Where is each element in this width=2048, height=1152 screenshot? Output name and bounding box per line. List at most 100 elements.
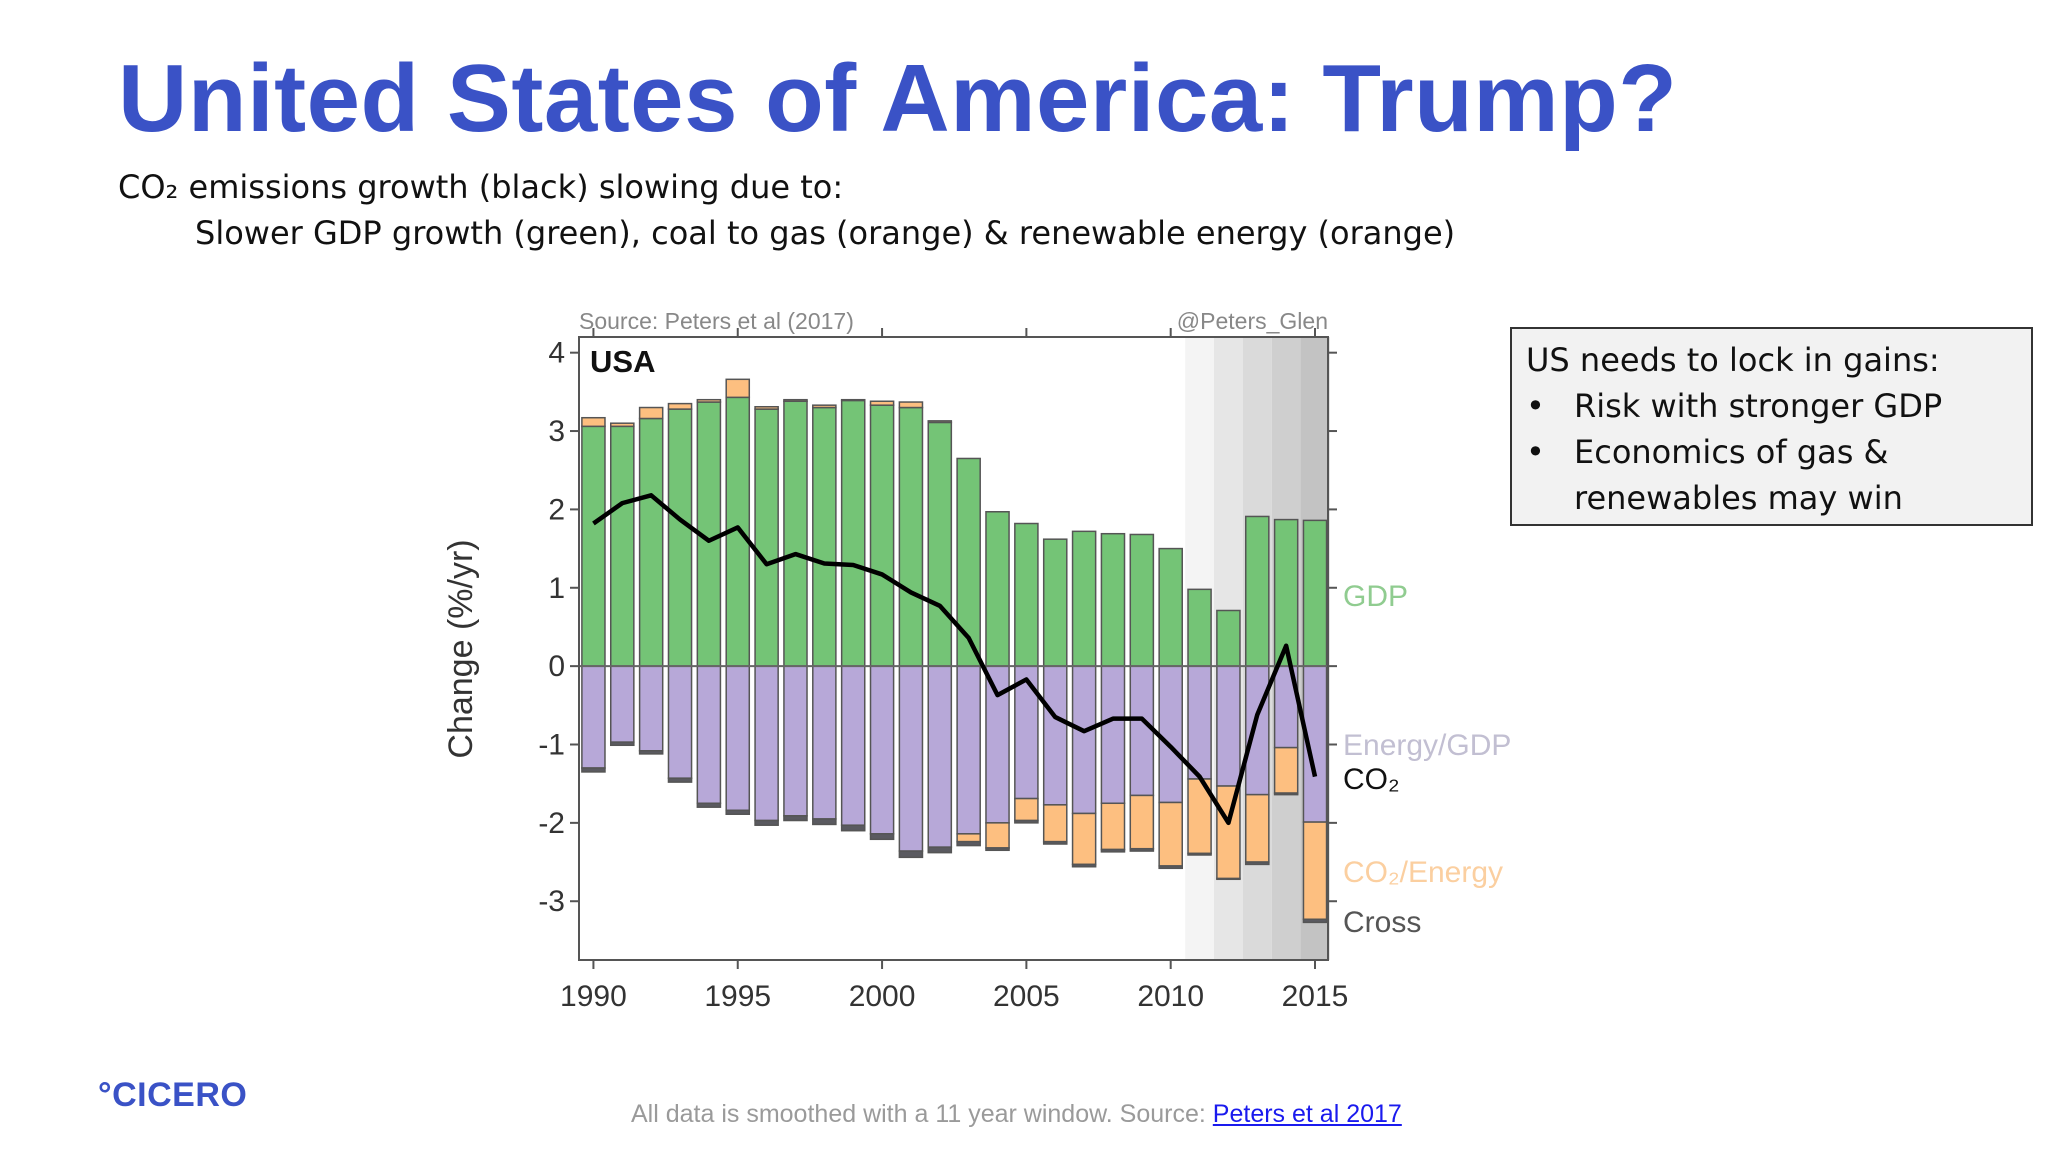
energy-gdp-bar [840, 665, 866, 826]
energy-gdp-bar [696, 665, 722, 805]
y-tick-label: -1 [538, 728, 565, 761]
y-axis-label: Change (%/yr) [442, 539, 480, 758]
co2-energy-bar [1100, 802, 1126, 851]
energy-gdp-bar [927, 665, 953, 848]
energy-gdp-bar [667, 665, 693, 779]
co2-energy-bar [1158, 801, 1183, 867]
cross-bar [1100, 848, 1126, 853]
gdp-bar [667, 408, 693, 667]
gdp-bar [1187, 588, 1212, 667]
gdp-bar [581, 425, 606, 667]
energy-gdp-bar [1244, 665, 1270, 796]
energy-gdp-bar [1071, 665, 1097, 815]
co2-energy-bar [696, 398, 722, 403]
gdp-bar [1100, 532, 1126, 667]
cross-bar [1158, 865, 1183, 870]
co2-energy-bar [1302, 821, 1328, 921]
y-tick-label: 0 [548, 650, 565, 683]
gdp-bar [754, 408, 779, 667]
cross-bar [1302, 918, 1328, 924]
co2-energy-bar [667, 402, 693, 410]
co2-energy-bar [725, 378, 751, 399]
cross-bar [1071, 863, 1097, 868]
gdp-bar [1302, 519, 1328, 667]
gdp-bar [869, 404, 895, 667]
gdp-bar [1071, 530, 1097, 667]
y-tick-label: -2 [538, 807, 565, 840]
cross-bar [956, 840, 981, 847]
cross-bar [927, 846, 953, 854]
y-tick-label: -3 [538, 885, 565, 918]
energy-gdp-bar [725, 665, 751, 812]
co2-energy-bar [1129, 794, 1155, 850]
co2-energy-bar [898, 401, 924, 409]
energy-gdp-bar [609, 665, 635, 743]
co2-energy-bar [985, 822, 1010, 849]
gdp-bar [1158, 547, 1183, 667]
subtitle-line-1: CO₂ emissions growth (black) slowing due… [118, 168, 844, 206]
gdp-bar [1042, 538, 1068, 667]
gdp-bar [609, 425, 635, 667]
cross-bar [638, 750, 664, 755]
gdp-bar [898, 406, 924, 667]
cross-bar [581, 767, 606, 773]
legend-label: Energy/GDP [1343, 729, 1511, 762]
energy-gdp-bar [754, 665, 779, 822]
gdp-bar [927, 421, 953, 667]
callout-bullet-text: Economics of gas & renewables may win [1574, 433, 1903, 517]
source-link[interactable]: Peters et al 2017 [1212, 1100, 1402, 1128]
gdp-bar [1216, 609, 1241, 667]
co2-energy-bar [1014, 797, 1039, 822]
credit-label: @Peters_Glen [1177, 308, 1328, 334]
legend-label: CO₂ [1343, 763, 1400, 796]
cross-bar [1216, 877, 1241, 881]
energy-gdp-bar [898, 665, 924, 852]
cross-bar [609, 741, 635, 747]
energy-gdp-bar [1042, 665, 1068, 806]
cross-bar [1014, 819, 1039, 824]
cross-bar [696, 802, 722, 808]
energy-gdp-bar [1216, 665, 1241, 787]
cross-bar [1273, 792, 1299, 796]
callout-box: US needs to lock in gains: • Risk with st… [1510, 327, 2033, 526]
cross-bar [869, 833, 895, 841]
subtitle-line-2: Slower GDP growth (green), coal to gas (… [195, 214, 1456, 252]
legend-label: GDP [1343, 580, 1408, 613]
energy-gdp-bar [1187, 665, 1212, 780]
co2-energy-bar [812, 404, 837, 409]
panel-label: USA [590, 344, 655, 379]
co2-energy-bar [840, 398, 866, 402]
energy-gdp-bar [581, 665, 606, 769]
y-tick-label: 1 [548, 572, 565, 605]
cross-bar [1129, 847, 1155, 852]
cross-bar [840, 824, 866, 832]
co2-energy-bar [956, 833, 981, 843]
co2-energy-bar [1042, 804, 1068, 843]
callout-bullet: • Risk with stronger GDP [1526, 383, 2017, 429]
co2-energy-bar [754, 405, 779, 410]
cross-bar [1244, 861, 1270, 866]
slide-title: United States of America: Trump? [118, 45, 1678, 152]
callout-bullet-text: Risk with stronger GDP [1574, 387, 1943, 425]
energy-gdp-bar [1129, 665, 1155, 797]
co2-line [592, 493, 1318, 826]
gdp-bar [1014, 522, 1039, 667]
cross-bar [985, 847, 1010, 852]
energy-gdp-bar [1100, 665, 1126, 805]
x-tick-label: 1995 [704, 980, 771, 1013]
gdp-bar [1244, 515, 1270, 667]
co2-energy-bar [1244, 793, 1270, 863]
gdp-bar [812, 406, 837, 667]
co2-energy-bar [581, 416, 606, 428]
y-tick-label: 3 [548, 415, 565, 448]
cross-bar [898, 850, 924, 859]
cross-bar [667, 777, 693, 783]
source-label: Source: Peters et al (2017) [579, 308, 854, 334]
co2-energy-bar [783, 398, 808, 403]
energy-gdp-bar [956, 665, 981, 835]
callout-heading: US needs to lock in gains: [1526, 341, 1940, 379]
callout-bullet: • Economics of gas & renewables may win [1526, 429, 2017, 521]
cross-bar [725, 809, 751, 815]
gdp-bar [985, 511, 1010, 667]
